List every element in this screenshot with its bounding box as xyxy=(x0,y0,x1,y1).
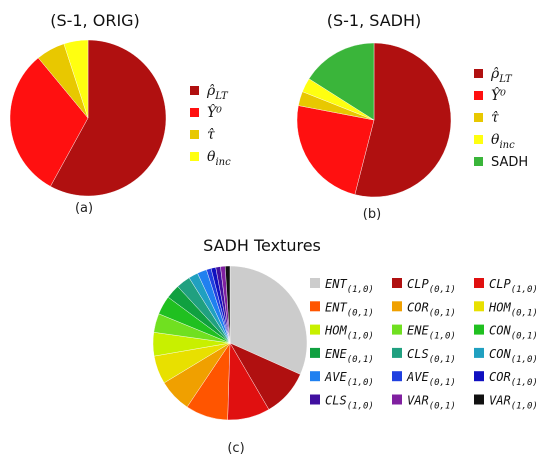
pie-b-slice-1 xyxy=(296,105,375,195)
legend-b-label-0: ρ̂LT xyxy=(490,66,513,85)
legend-a-swatch-0 xyxy=(190,86,199,95)
legend-c-label-8: CON(0,1) xyxy=(489,324,538,342)
legend-c-label-7: ENE(1,0) xyxy=(407,324,456,342)
chart-title-b: (S-1, SADH) xyxy=(327,11,422,30)
legend-c-swatch-5 xyxy=(474,301,484,312)
legend-c-label-12: AVE(1,0) xyxy=(324,370,374,388)
legend-c-label-6: HOM(1,0) xyxy=(324,324,374,342)
legend-b-label-3: θinc xyxy=(491,132,515,151)
legend-a-label-3: θinc xyxy=(207,149,231,168)
legend-b-swatch-3 xyxy=(474,135,483,144)
pie-b-slice-0 xyxy=(354,42,452,198)
legend-c-swatch-13 xyxy=(392,371,402,382)
pie-a-slice-3 xyxy=(63,39,89,119)
legend-b-label-4: SADH xyxy=(491,155,528,170)
legend-c-swatch-0 xyxy=(310,278,320,288)
legend-c-label-15: CLS(1,0) xyxy=(325,394,374,412)
legend-a-swatch-1 xyxy=(190,108,199,117)
legend-c-swatch-10 xyxy=(392,347,402,358)
legend-a-swatch-2 xyxy=(190,130,199,139)
legend-c-swatch-2 xyxy=(474,278,484,288)
panel-c: SADH Textures ENT(1,0) CLP(0,1) CLP(1,0)EN… xyxy=(152,236,538,456)
legend-c-label-5: HOM(0,1) xyxy=(488,300,538,318)
legend-c-swatch-9 xyxy=(310,347,320,358)
chart-title-c: SADH Textures xyxy=(203,236,321,255)
legend-a-label-2: τ̂ xyxy=(207,127,215,143)
legend-c-label-14: COR(1,0) xyxy=(489,370,538,388)
legend-c-swatch-12 xyxy=(310,371,320,382)
legend-a-label-0: ρ̂LT xyxy=(206,83,229,102)
legend-b-label-2: τ̂ xyxy=(491,110,499,126)
panel-label-a: (a) xyxy=(75,201,93,216)
legend-a-swatch-3 xyxy=(190,152,199,161)
pie-chart-a xyxy=(9,39,167,197)
pie-b-slice-4 xyxy=(308,42,375,121)
legend-b-swatch-0 xyxy=(474,69,483,78)
pie-a-slice-0 xyxy=(50,39,167,197)
pie-c-slice-17 xyxy=(224,265,231,344)
legend-c-swatch-7 xyxy=(392,324,402,335)
legend-b-swatch-1 xyxy=(474,91,483,100)
legend-c-label-10: CLS(0,1) xyxy=(407,347,456,365)
legend-c-swatch-16 xyxy=(392,394,402,405)
legend-c-label-13: AVE(0,1) xyxy=(406,370,456,388)
legend-c-label-1: CLP(0,1) xyxy=(407,277,456,295)
legend-a-label-1: Ŷ⁰ xyxy=(207,103,222,121)
legend-c-label-3: ENT(0,1) xyxy=(325,300,374,318)
legend-c-swatch-6 xyxy=(310,324,320,335)
legend-c-swatch-14 xyxy=(474,371,484,382)
legend-c-label-9: ENE(0,1) xyxy=(325,347,374,365)
panel-label-c: (c) xyxy=(227,441,244,456)
legend-c-label-0: ENT(1,0) xyxy=(325,277,374,295)
legend-c-label-17: VAR(1,0) xyxy=(489,394,538,412)
legend-c-label-11: CON(1,0) xyxy=(489,347,538,365)
panel-label-b: (b) xyxy=(363,207,381,222)
legend-c-swatch-15 xyxy=(310,394,320,405)
legend-c: ENT(1,0) CLP(0,1) CLP(1,0) ENT(0,1) COR(0,1)… xyxy=(310,277,538,412)
pie-chart-b xyxy=(296,42,452,198)
legend-c-swatch-8 xyxy=(474,324,484,335)
pie-c-slice-0 xyxy=(229,265,308,375)
legend-c-swatch-3 xyxy=(310,301,320,312)
pie-a-slice-1 xyxy=(9,57,89,187)
chart-title-a: (S-1, ORIG) xyxy=(50,11,140,30)
legend-c-swatch-11 xyxy=(474,347,484,358)
legend-c-swatch-1 xyxy=(392,278,402,288)
legend-c-swatch-17 xyxy=(474,394,484,405)
legend-c-label-16: VAR(0,1) xyxy=(407,394,456,412)
legend-c-label-2: CLP(1,0) xyxy=(489,277,538,295)
legend-b-label-1: Ŷ⁰ xyxy=(491,86,506,104)
legend-c-swatch-4 xyxy=(392,301,402,312)
legend-b-swatch-4 xyxy=(474,157,483,166)
legend-b-swatch-2 xyxy=(474,113,483,122)
legend-c-label-4: COR(0,1) xyxy=(407,300,456,318)
pie-chart-c xyxy=(152,265,308,421)
